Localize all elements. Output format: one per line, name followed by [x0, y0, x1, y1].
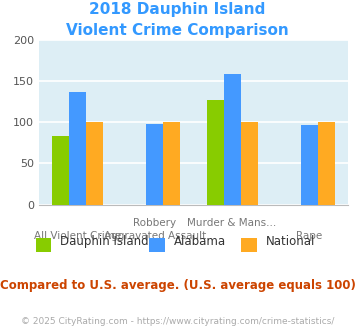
Text: Dauphin Island: Dauphin Island: [60, 235, 149, 248]
Text: Alabama: Alabama: [174, 235, 226, 248]
Bar: [224, 74, 241, 205]
Bar: [318, 122, 335, 205]
Text: 2018 Dauphin Island: 2018 Dauphin Island: [89, 2, 266, 16]
Bar: [207, 100, 224, 205]
Bar: [301, 125, 318, 205]
Text: Murder & Mans...: Murder & Mans...: [187, 218, 277, 228]
Bar: [69, 92, 86, 205]
Bar: [241, 122, 258, 205]
Text: Compared to U.S. average. (U.S. average equals 100): Compared to U.S. average. (U.S. average …: [0, 279, 355, 292]
Text: Robbery: Robbery: [133, 218, 176, 228]
Text: © 2025 CityRating.com - https://www.cityrating.com/crime-statistics/: © 2025 CityRating.com - https://www.city…: [21, 317, 334, 326]
Bar: [146, 124, 163, 205]
Text: National: National: [266, 235, 316, 248]
Bar: [52, 136, 69, 205]
Text: All Violent Crime: All Violent Crime: [34, 231, 121, 241]
Text: Aggravated Assault: Aggravated Assault: [104, 231, 206, 241]
Text: Violent Crime Comparison: Violent Crime Comparison: [66, 23, 289, 38]
Bar: [86, 122, 103, 205]
Text: Rape: Rape: [296, 231, 322, 241]
Bar: [163, 122, 180, 205]
